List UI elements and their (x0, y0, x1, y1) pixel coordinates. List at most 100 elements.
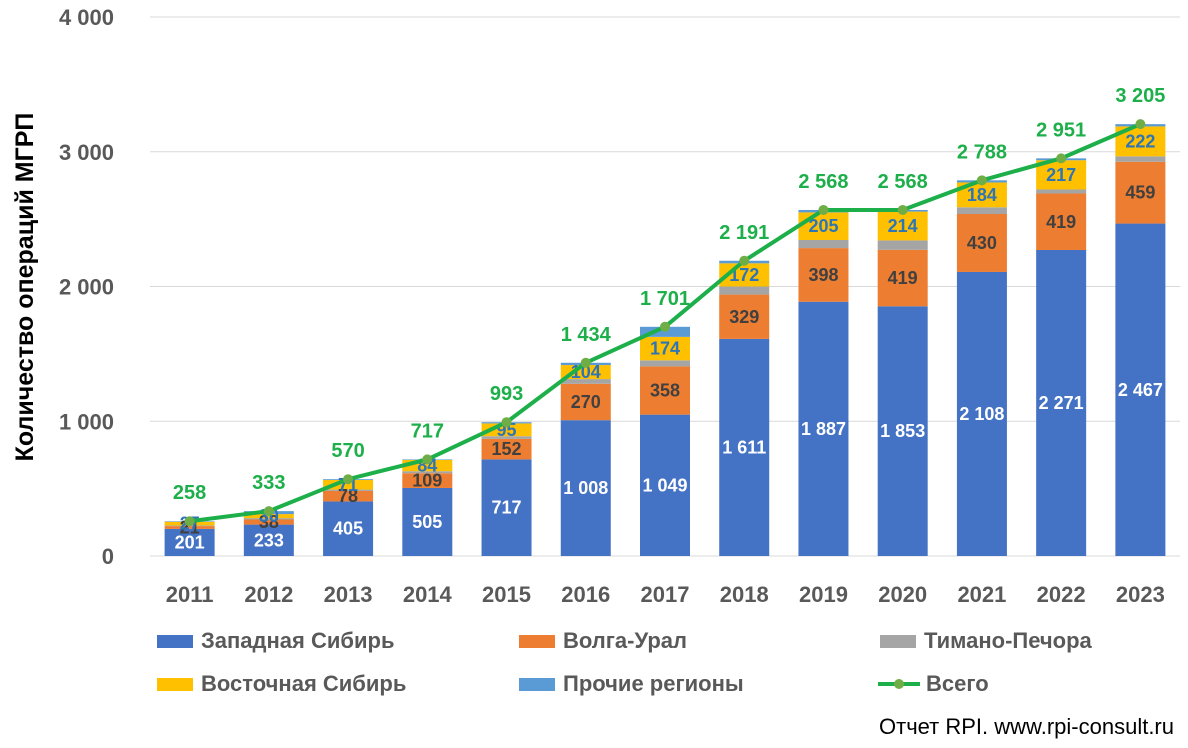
bar-segment (877, 240, 928, 250)
total-point (739, 255, 750, 266)
gridlines (150, 16, 1180, 557)
total-point (1135, 119, 1146, 130)
x-tick-label: 2020 (878, 582, 927, 607)
bar-segment (1036, 249, 1087, 557)
x-tick-label: 2023 (1116, 582, 1165, 607)
bar-segment (323, 480, 374, 490)
bar-segment (719, 286, 770, 295)
bar-segment (798, 301, 849, 556)
total-label: 1 434 (561, 324, 612, 346)
total-label: 2 568 (798, 171, 848, 193)
total-point (1056, 153, 1067, 164)
y-axis-ticks: 0 1 000 2 000 3 000 4 000 (59, 5, 114, 569)
x-tick-label: 2021 (957, 582, 1006, 607)
total-point (501, 417, 512, 428)
bar-segment (877, 211, 928, 241)
segment-labels: 20121272333830405787150510984717152951 0… (175, 131, 1163, 552)
bar-segment (1036, 193, 1087, 250)
x-tick-label: 2015 (482, 582, 531, 607)
data-label: 172 (729, 265, 759, 285)
data-label: 109 (412, 471, 442, 491)
total-point (422, 454, 433, 465)
y-tick-label: 2 000 (59, 275, 114, 300)
source-caption: Отчет RPI. www.rpi-consult.ru (879, 714, 1174, 739)
data-label: 419 (1046, 212, 1076, 232)
bar-segment (164, 526, 215, 529)
data-label: 505 (412, 512, 442, 532)
total-label: 2 951 (1036, 119, 1086, 141)
total-point (976, 175, 987, 186)
bar-segment (560, 383, 611, 421)
bar-segment (956, 214, 1007, 272)
total-label: 2 788 (957, 141, 1007, 163)
data-label: 405 (333, 519, 363, 539)
data-label: 1 853 (880, 421, 925, 441)
data-label: 2 271 (1039, 393, 1084, 413)
bar-segment (402, 459, 453, 472)
x-tick-label: 2013 (324, 582, 373, 607)
x-tick-label: 2017 (641, 582, 690, 607)
bar-segment (1115, 156, 1166, 162)
total-label: 1 701 (640, 288, 690, 310)
bar-segment (956, 271, 1007, 556)
bar-segment (956, 207, 1007, 215)
y-tick-label: 3 000 (59, 140, 114, 165)
total-point (184, 516, 195, 527)
data-label: 1 049 (642, 475, 687, 495)
total-label: 2 191 (719, 222, 769, 244)
bar-segment (243, 524, 294, 556)
total-point (263, 506, 274, 517)
bar-segment (798, 248, 849, 302)
data-label: 329 (729, 307, 759, 327)
bars (164, 124, 1166, 557)
bar-segment (719, 294, 770, 339)
data-label: 398 (808, 265, 838, 285)
bar-segment (1036, 160, 1087, 190)
data-label: 419 (888, 268, 918, 288)
data-label: 2 108 (959, 404, 1004, 424)
total-point (660, 321, 670, 332)
y-axis-label: Количество операций МГРП (11, 113, 39, 462)
data-label: 152 (492, 439, 522, 459)
bar-segment (481, 436, 532, 439)
bar-segment (640, 326, 690, 337)
data-label: 205 (808, 216, 838, 236)
total-label: 3 205 (1115, 85, 1165, 107)
bar-segment (877, 306, 928, 556)
data-label: 38 (259, 512, 279, 532)
total-labels: 258 333 570 717 993 1 434 1 701 2 191 2 568 2 568… (173, 85, 1165, 504)
x-tick-label: 2011 (166, 582, 214, 607)
bar-segment (481, 438, 532, 460)
x-tick-label: 2016 (561, 582, 610, 607)
data-label: 201 (175, 532, 205, 552)
data-label: 270 (571, 392, 601, 412)
y-tick-label: 4 000 (59, 5, 114, 30)
bar-segment (164, 528, 215, 556)
data-label: 217 (1046, 165, 1076, 185)
total-label: 333 (252, 472, 285, 494)
total-line (184, 119, 1146, 527)
bar-segment (640, 366, 690, 415)
total-point (580, 357, 591, 368)
bar-segment (798, 240, 849, 249)
x-tick-label: 2014 (403, 582, 453, 607)
bar-segment (640, 336, 690, 361)
total-point (897, 204, 908, 215)
total-point (818, 204, 829, 215)
y-tick-label: 0 (102, 544, 114, 569)
bar-segment (1036, 189, 1087, 194)
bar-segment (402, 471, 453, 474)
total-label: 993 (490, 383, 523, 405)
bar-segment (402, 487, 453, 556)
bar-segment (402, 473, 453, 488)
data-label: 222 (1125, 131, 1155, 151)
data-label: 1 887 (801, 419, 846, 439)
bar-segment (798, 212, 849, 241)
x-tick-label: 2018 (720, 582, 769, 607)
bar-segment (560, 379, 611, 384)
bar-segment (560, 420, 611, 556)
bar-segment (323, 489, 374, 491)
total-label: 2 568 (878, 171, 928, 193)
data-label: 430 (967, 233, 997, 253)
